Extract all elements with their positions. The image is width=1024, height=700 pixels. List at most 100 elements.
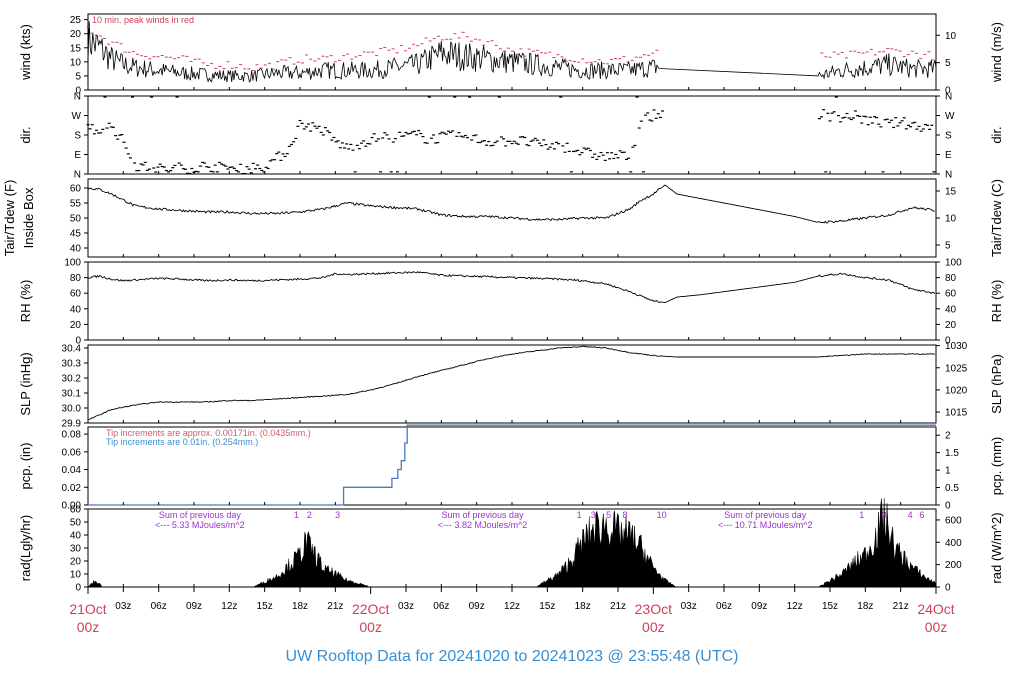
slp-left-tick-label: 30.1 [62,389,82,400]
date-axis-hour: 00z [642,619,665,635]
pcp-left-tick-label: 0.00 [62,501,82,512]
wind-left-tick-label: 20 [70,29,82,40]
pcp-right-tick-label: 1.5 [945,448,959,459]
rh-left-tick-label: 100 [64,258,81,269]
pcp-left-tick-label: 0.08 [62,430,82,441]
temp-line [87,184,935,224]
rh-right-tick-label: 60 [945,289,957,300]
wind-left-axis-label: wind (kts) [18,24,33,81]
dir-right-tick-label: S [945,131,952,142]
dir-left-tick-label: N [74,92,81,103]
date-axis-hour: 00z [359,619,382,635]
temp-left-axis-label2: Tair/Tdew (F) [2,180,17,257]
rad-left-tick-label: 60 [70,505,82,516]
temp-frame [87,178,937,258]
rh-right-tick-label: 40 [945,304,957,315]
dir-left-tick-label: E [74,150,81,161]
slp-left-tick-label: 30.0 [62,404,82,415]
time-axis-label: 09z [186,601,202,612]
slp-line [87,345,935,421]
pcp-left-axis-label: pcp. (in) [18,443,33,490]
dir-right-tick-label: E [945,150,952,161]
wind-left-tick-label: 25 [70,15,82,26]
dir-right-tick-label: N [945,92,952,103]
date-axis-hour: 00z [925,619,948,635]
date-axis-day: 24Oct [917,601,954,617]
rad-hour-mark: 2 [307,510,312,520]
time-axis-label: 15z [257,601,273,612]
rh-frame [87,261,937,341]
rh-right-tick-label: 20 [945,320,957,331]
rad-right-tick-label: 600 [945,515,962,526]
wind-right-tick-label: 10 [945,31,957,42]
slp-right-tick-label: 1025 [945,363,968,374]
temp-left-axis-label: Inside Box [21,187,36,248]
time-axis-label: 15z [822,601,838,612]
rh-right-axis-label: RH (%) [989,280,1004,323]
wind-left-tick-label: 5 [75,71,81,82]
time-axis-label: 21z [893,601,909,612]
wind-right-axis-label: wind (m/s) [989,22,1004,83]
slp-right-tick-label: 1015 [945,408,968,419]
temp-right-tick-label: 5 [945,241,951,252]
wind-left-tick-label: 10 [70,57,82,68]
temp-right-tick-label: 15 [945,187,957,198]
rad-hour-mark: 1 [859,510,864,520]
footer-title: UW Rooftop Data for 20241020 to 20241023… [285,648,739,665]
temp-right-tick-label: 10 [945,214,957,225]
rh-right-tick-label: 80 [945,273,957,284]
wind-frame [87,13,937,91]
precip-line [88,424,936,506]
pcp-right-axis-label: pcp. (mm) [989,437,1004,496]
rh-right-tick-label: 0 [945,336,951,347]
pcp-note-approx: Tip increments are approx. 0.00171in. (0… [106,428,311,438]
date-axis-day: 21Oct [69,601,106,617]
rad-right-axis-label: rad (W/m^2) [989,512,1004,583]
dir-left-axis-label: dir. [18,126,33,143]
rh-left-tick-label: 40 [70,304,82,315]
date-axis-hour: 00z [77,619,100,635]
rh-left-axis-label: RH (%) [18,280,33,323]
rad-hour-mark: 10 [657,510,667,520]
wind-left-tick-label: 0 [75,86,81,97]
time-axis-label: 12z [221,601,237,612]
rad-day-note-title: Sum of previous day [442,510,525,520]
rad-right-tick-label: 400 [945,538,962,549]
time-axis-label: 21z [327,601,343,612]
pcp-left-tick-label: 0.06 [62,447,82,458]
rad-day-note-title: Sum of previous day [724,510,807,520]
time-axis-label: 18z [575,601,591,612]
rad-hour-mark: 1 [294,510,299,520]
time-axis-label: 06z [151,601,167,612]
rad-left-tick-label: 40 [70,531,82,542]
rh-line [87,270,936,304]
rh-left-tick-label: 80 [70,273,82,284]
temp-left-tick-label: 40 [70,244,82,255]
slp-left-tick-label: 29.9 [62,419,82,430]
rad-day-note-sum: <--- 3.82 MJoules/m^2 [438,520,528,530]
slp-left-axis-label: SLP (inHg) [18,352,33,415]
rad-hour-mark: 1 [577,510,582,520]
wind-speed-line [87,21,937,83]
rad-left-tick-label: 20 [70,557,82,568]
rad-hour-mark: 3 [882,510,887,520]
slp-right-tick-label: 1030 [945,341,968,352]
time-axis-label: 06z [433,601,449,612]
rh-left-tick-label: 20 [70,320,82,331]
dir-frame [87,95,937,175]
slp-left-tick-label: 30.3 [62,359,82,370]
rad-hour-mark: 6 [919,510,924,520]
wind-right-tick-label: 0 [945,86,951,97]
temp-left-tick-label: 55 [70,199,82,210]
dir-left-tick-label: N [74,170,81,181]
pcp-right-tick-label: 0 [945,501,951,512]
rh-right-tick-label: 100 [945,258,962,269]
pcp-right-tick-label: 1 [945,466,951,477]
time-axis-label: 09z [751,601,767,612]
rad-hour-mark: 8 [623,510,628,520]
time-axis-label: 06z [716,601,732,612]
slp-left-tick-label: 30.4 [62,344,82,355]
dir-right-axis-label: dir. [989,126,1004,143]
rad-left-tick-label: 30 [70,544,82,555]
